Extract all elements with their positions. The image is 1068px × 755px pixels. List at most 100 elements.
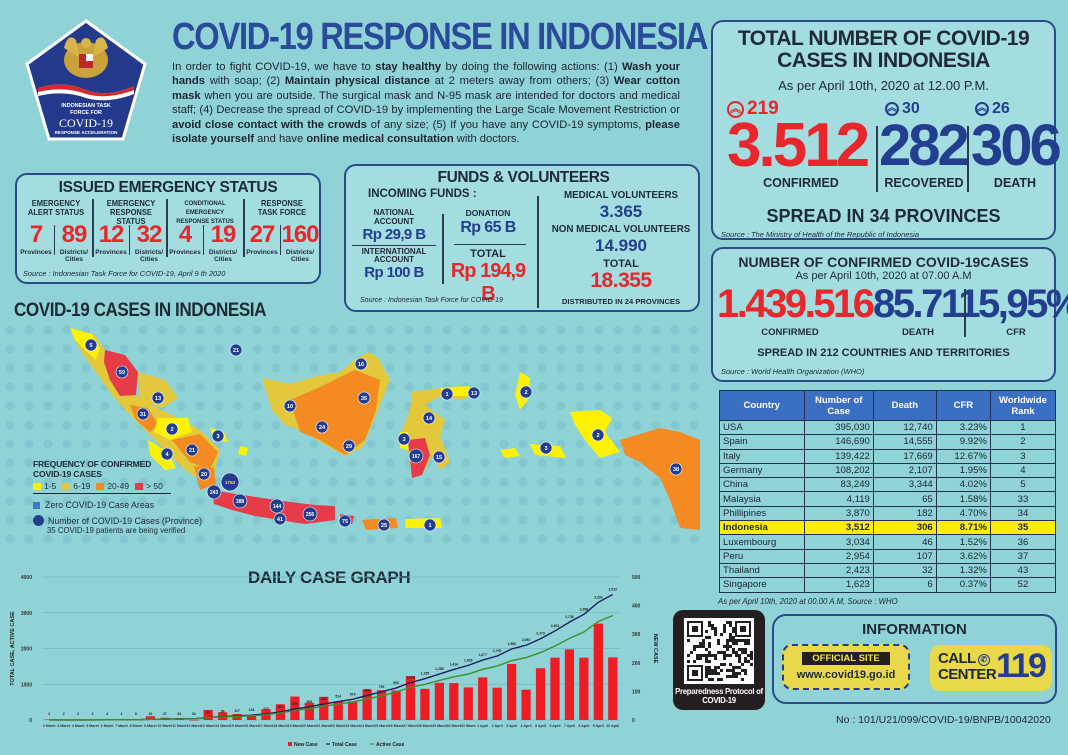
provinces-count: 7 xyxy=(29,221,43,248)
body-text: by doing the following actions: (1) xyxy=(441,61,623,73)
emphasis-text: avoid close contact with the crowds xyxy=(172,118,367,131)
call-center-label: CALL ✆ CENTER xyxy=(938,650,997,683)
recovered-label: RECOVERED xyxy=(884,176,964,190)
country-cases-table: Country Number of Case Death CFR Worldwide R… xyxy=(719,390,1057,593)
up-chevron-icon: ︽ xyxy=(885,102,899,116)
table-cell: 9.92% xyxy=(935,434,991,450)
province-case-marker[interactable]: 35 xyxy=(357,391,371,405)
incoming-funds-label: INCOMING FUNDS : xyxy=(368,188,477,200)
province-case-marker[interactable]: 14 xyxy=(422,411,436,425)
svg-text:5 April: 5 April xyxy=(535,724,546,728)
province-case-marker[interactable]: 21 xyxy=(185,443,199,457)
svg-text:144: 144 xyxy=(273,504,282,510)
province-case-marker[interactable]: 25 xyxy=(377,518,391,532)
svg-text:5: 5 xyxy=(89,343,92,349)
qr-code-icon[interactable] xyxy=(684,618,754,684)
svg-text:686: 686 xyxy=(364,688,370,692)
official-site-link[interactable]: OFFICIAL SITE www.covid19.go.id xyxy=(782,644,910,690)
svg-text:2: 2 xyxy=(596,433,599,439)
province-case-marker[interactable]: 15 xyxy=(432,450,446,464)
svg-text:15: 15 xyxy=(436,455,442,461)
province-case-marker[interactable]: 388 xyxy=(232,493,248,509)
table-cell: 12,740 xyxy=(872,419,937,436)
province-case-marker[interactable]: 167 xyxy=(408,448,424,464)
province-case-marker[interactable]: 5 xyxy=(84,338,98,352)
province-marker-icon xyxy=(33,515,44,526)
districts-label: Districts/Cities xyxy=(134,249,164,263)
svg-text:4000: 4000 xyxy=(21,575,32,581)
legend-title: FREQUENCY OF CONFIRMED COVID-19 CASES xyxy=(33,459,152,479)
world-cases-panel: NUMBER OF CONFIRMED COVID-19CASES As per… xyxy=(711,247,1068,382)
table-cell: 3,870 xyxy=(803,505,874,522)
svg-text:500: 500 xyxy=(632,575,641,581)
svg-text:256: 256 xyxy=(306,512,315,518)
official-site-label: OFFICIAL SITE xyxy=(802,652,890,665)
provinces-count: 4 xyxy=(178,221,192,248)
province-case-marker[interactable]: 3 xyxy=(397,432,411,446)
svg-text:2,273: 2,273 xyxy=(536,632,545,636)
svg-text:21: 21 xyxy=(189,448,195,454)
color-swatch-icon xyxy=(62,482,71,490)
official-site-url[interactable]: www.covid19.go.id xyxy=(796,669,896,681)
svg-text:Active Case: Active Case xyxy=(376,742,405,748)
table-cell: 2 xyxy=(989,434,1057,450)
province-case-marker[interactable]: 1 xyxy=(440,387,454,401)
province-case-marker[interactable]: 31 xyxy=(136,407,150,421)
svg-text:2: 2 xyxy=(77,712,79,716)
table-cell: 1.52% xyxy=(935,534,991,550)
province-case-marker[interactable]: 2 xyxy=(591,428,605,442)
province-case-marker[interactable]: 3 xyxy=(211,429,225,443)
province-case-marker[interactable]: 256 xyxy=(302,506,318,522)
map-title: COVID-19 CASES IN INDONESIA xyxy=(14,300,266,321)
province-case-marker[interactable]: 24 xyxy=(315,420,329,434)
table-row: China 83,249 3,344 4.02% 5 xyxy=(719,477,1057,493)
province-case-marker[interactable]: 75 xyxy=(338,514,352,528)
new-case-bar xyxy=(362,689,372,720)
qr-code-card[interactable]: Preparedness Protocol of COVID-19 xyxy=(673,610,765,710)
new-case-bar xyxy=(434,682,444,720)
divider xyxy=(203,225,204,255)
province-case-marker[interactable]: 16 xyxy=(354,357,368,371)
province-case-marker[interactable]: 38 xyxy=(669,462,683,476)
national-account-label: NATIONAL ACCOUNT xyxy=(373,208,415,226)
province-case-marker[interactable]: 3 xyxy=(539,441,553,455)
svg-text:22 Maret: 22 Maret xyxy=(331,724,346,728)
provinces-count: 27 xyxy=(249,221,276,248)
svg-text:24: 24 xyxy=(319,425,326,431)
svg-text:1,790: 1,790 xyxy=(493,649,502,653)
svg-text:200: 200 xyxy=(632,661,641,667)
nonmedical-volunteers-value: 14.990 xyxy=(595,236,647,255)
divider xyxy=(54,225,55,255)
body-text: with soap; (2) xyxy=(204,75,285,88)
svg-text:9 April: 9 April xyxy=(593,724,604,728)
province-case-marker[interactable]: 41 xyxy=(273,512,287,526)
column-header: Death xyxy=(872,390,937,421)
province-case-marker[interactable]: 59 xyxy=(115,365,129,379)
chart-title: DAILY CASE GRAPH xyxy=(248,568,411,587)
color-swatch-icon xyxy=(96,482,105,490)
svg-text:4: 4 xyxy=(121,712,123,716)
table-cell: 43 xyxy=(989,562,1057,579)
province-case-marker[interactable]: 13 xyxy=(467,386,481,400)
province-case-marker[interactable]: 1 xyxy=(423,518,437,532)
districts-label: Districts/Cities xyxy=(208,249,238,263)
funds-total-label: TOTAL xyxy=(470,248,506,260)
province-case-marker[interactable]: 2 xyxy=(165,422,179,436)
table-cell: 3.23% xyxy=(935,419,991,436)
svg-text:790: 790 xyxy=(379,685,385,689)
svg-text:243: 243 xyxy=(210,490,219,496)
divider xyxy=(280,225,281,255)
call-center-button[interactable]: CALL ✆ CENTER 119 xyxy=(930,645,1052,691)
svg-text:RESPONSE ACCELERATION: RESPONSE ACCELERATION xyxy=(55,130,118,135)
zero-area-swatch-icon xyxy=(33,501,40,509)
province-case-marker[interactable]: 1753 xyxy=(220,472,240,492)
province-case-marker[interactable]: 21 xyxy=(229,343,243,357)
province-case-marker[interactable]: 13 xyxy=(151,391,165,405)
province-case-marker[interactable]: 29 xyxy=(342,439,356,453)
province-case-marker[interactable]: 243 xyxy=(206,484,222,500)
svg-text:4 April: 4 April xyxy=(521,724,532,728)
new-case-bar xyxy=(608,657,618,720)
province-case-marker[interactable]: 144 xyxy=(269,498,285,514)
province-case-marker[interactable]: 10 xyxy=(283,399,297,413)
province-case-marker[interactable]: 2 xyxy=(519,385,533,399)
